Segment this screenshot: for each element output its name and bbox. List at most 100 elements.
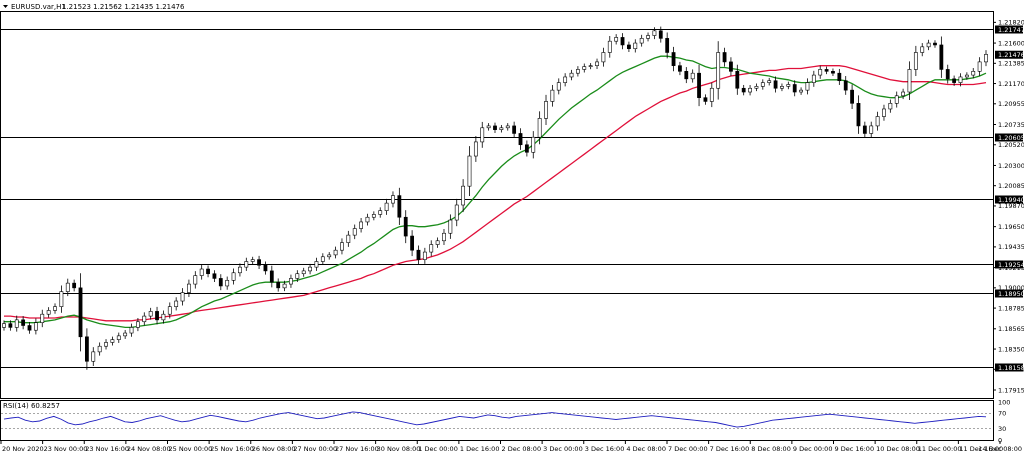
level-price-box [995, 260, 1023, 269]
candle-body [161, 313, 166, 321]
candle-body [977, 61, 982, 72]
time-tick-label: 25 Nov 16:00 [210, 445, 254, 453]
time-tick-label: 27 Nov 16:00 [335, 445, 379, 453]
time-tick-label: 3 Dec 00:00 [543, 445, 583, 453]
candle-body [314, 261, 319, 268]
candle-body [907, 69, 912, 93]
candle-body [831, 71, 835, 74]
candle-body [301, 270, 306, 275]
time-tick-label: 4 Dec 08:00 [626, 445, 666, 453]
candle-body [920, 46, 925, 53]
candle-body [110, 339, 115, 343]
time-tick-label: 25 Nov 00:00 [169, 445, 213, 453]
candle-body [21, 319, 26, 326]
candle-body [391, 195, 395, 204]
price-tick-label: 1.20955 [998, 100, 1024, 108]
candle-body [537, 118, 542, 138]
price-tick-label: 1.18350 [998, 345, 1024, 353]
time-tick-label: 11 Dec 00:00 [918, 445, 962, 453]
rsi-tick-label: 70 [998, 410, 1006, 418]
level-price-box [995, 195, 1023, 204]
candle-body [327, 254, 332, 258]
candle-body [410, 235, 415, 251]
candle-body [805, 82, 810, 91]
current-price-label: 1.21476 [998, 51, 1024, 59]
price-tick-label: 1.20300 [998, 162, 1024, 170]
candle-body [352, 228, 357, 236]
candle-body [824, 69, 829, 72]
candle-body [40, 313, 45, 323]
candle-body [780, 86, 784, 89]
slow-moving-average-line [4, 65, 987, 322]
candle-body [442, 232, 446, 242]
candle-body [340, 242, 344, 251]
level-price-label: 1.19254 [998, 261, 1024, 269]
time-tick-label: 10 Dec 08:00 [876, 445, 920, 453]
chevron-down-icon[interactable] [3, 5, 8, 8]
price-tick-label: 1.19650 [998, 223, 1024, 231]
rsi-label: RSI(14) 60.8257 [3, 402, 60, 410]
price-tick-label: 1.18565 [998, 325, 1024, 333]
time-tick-label: 27 Nov 00:00 [293, 445, 337, 453]
candle-body [722, 52, 727, 63]
price-tick-label: 1.20520 [998, 141, 1024, 149]
candle-body [422, 251, 427, 260]
candle-body [792, 84, 797, 93]
candle-body [225, 280, 230, 287]
candle-body [716, 52, 721, 89]
candle-body [384, 202, 389, 211]
candle-body [811, 74, 816, 83]
candle-body [799, 89, 803, 93]
price-axis: 1.21820 1.21600 1.21385 1.21170 1.20955 1.207… [993, 19, 1024, 394]
candle-body [607, 40, 612, 53]
time-tick-label: 1 Dec 00:00 [418, 445, 458, 453]
time-tick-label: 23 Nov 16:00 [85, 445, 129, 453]
candle-body [359, 221, 363, 229]
candle-body [27, 325, 32, 331]
price-tick-label: 1.21385 [998, 60, 1024, 68]
candle-body [244, 261, 249, 268]
candle-body [429, 244, 434, 253]
level-price-label: 1.20605 [998, 134, 1024, 142]
candle-body [958, 76, 963, 83]
candle-body [8, 323, 13, 328]
candle-body [531, 136, 536, 153]
time-tick-label: 26 Nov 08:00 [252, 445, 296, 453]
candle-body [633, 42, 638, 50]
time-tick-label: 20 Nov 2020 [2, 445, 44, 453]
price-tick-label: 1.21820 [998, 19, 1024, 27]
candle-body [735, 71, 740, 89]
time-tick-label: 24 Nov 08:00 [127, 445, 171, 453]
time-tick-label: 11 Dec 16:00 [959, 445, 1003, 453]
candle-body [690, 72, 695, 80]
candle-body [850, 89, 854, 104]
candle-body [658, 30, 663, 39]
candle-body [148, 311, 153, 317]
time-tick-label: 1 Dec 16:00 [460, 445, 500, 453]
level-price-box [995, 363, 1023, 372]
candle-body [913, 52, 918, 70]
time-tick-label: 30 Nov 08:00 [377, 445, 421, 453]
current-price-marker: 1.21476 [995, 50, 1024, 59]
candle-body [206, 268, 210, 275]
candle-body [378, 210, 383, 215]
level-price-label: 1.18158 [998, 364, 1024, 372]
level-price-label: 1.21747 [998, 26, 1024, 34]
candle-body [512, 125, 517, 134]
candle-body [964, 74, 969, 78]
candle-body [933, 42, 937, 46]
chart-ohlc: 1.21523 1.21562 1.21435 1.21476 [62, 3, 185, 11]
level-price-box [995, 289, 1023, 298]
time-tick-label: 9 Dec 16:00 [835, 445, 875, 453]
candle-body [524, 144, 529, 153]
candle-body [269, 270, 274, 283]
time-tick-label: 8 Dec 08:00 [751, 445, 791, 453]
price-tick-label: 1.21600 [998, 39, 1024, 47]
candle-body [786, 84, 791, 87]
chart-symbol: EURUSD.var,H1 [11, 3, 66, 11]
rsi-tick-label: 30 [998, 425, 1006, 433]
candle-body [308, 266, 312, 272]
candle-body [257, 259, 261, 266]
